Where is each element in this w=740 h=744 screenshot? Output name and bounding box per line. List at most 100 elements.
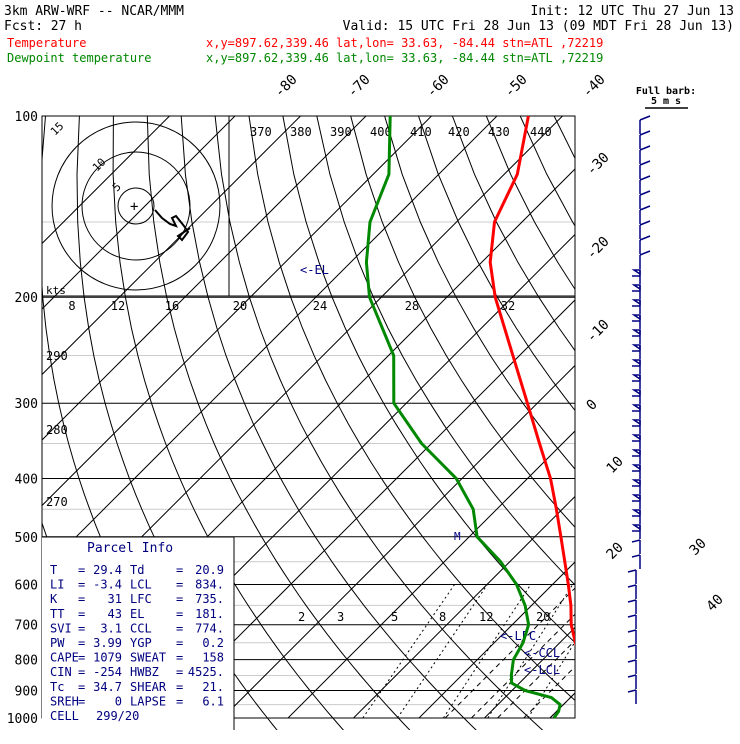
parcel-info-key: LAPSE bbox=[130, 694, 166, 708]
wind-barb bbox=[634, 495, 640, 499]
level-label: <-LFC bbox=[500, 629, 536, 643]
theta-label: 410 bbox=[410, 125, 432, 139]
dry-adiabat-line bbox=[554, 116, 740, 731]
hodograph-speed-label: 12 bbox=[111, 299, 125, 313]
parcel-info-key: CIN bbox=[50, 665, 72, 679]
dry-adiabat-line bbox=[656, 116, 740, 731]
parcel-info-title: Parcel Info bbox=[87, 541, 173, 556]
hodograph-ring-label: 10 bbox=[90, 156, 109, 175]
hodograph-speed-label: 16 bbox=[165, 299, 179, 313]
parcel-info-eq: = bbox=[176, 592, 183, 606]
parcel-info-eq: = bbox=[176, 680, 183, 694]
parcel-info-value: 29.4 bbox=[93, 563, 122, 577]
parcel-info-eq: = bbox=[78, 607, 85, 621]
parcel-info-eq: = bbox=[78, 680, 85, 694]
wind-barb bbox=[628, 570, 636, 572]
parcel-info-key: LCL bbox=[130, 578, 152, 592]
theta-label: 270 bbox=[46, 495, 68, 509]
wind-barb bbox=[628, 585, 636, 587]
parcel-info-eq: = bbox=[176, 694, 183, 708]
parcel-info-value: 299/20 bbox=[96, 709, 139, 723]
theta-label: 430 bbox=[488, 125, 510, 139]
parcel-info-key: CCL bbox=[130, 621, 152, 635]
init-time: Init: 12 UTC Thu 27 Jun 13 bbox=[531, 4, 735, 19]
parcel-info-key: SWEAT bbox=[130, 651, 166, 665]
wind-barb bbox=[640, 251, 650, 255]
moist-adiabat-line bbox=[445, 297, 740, 718]
parcel-info-eq: = bbox=[176, 665, 183, 679]
wind-barb bbox=[634, 480, 640, 484]
dry-adiabat-line bbox=[419, 116, 740, 731]
parcel-info-key: SVI bbox=[50, 621, 72, 635]
hodograph-speed-label: 24 bbox=[313, 299, 327, 313]
valid-time: Valid: 15 UTC Fri 28 Jun 13 (09 MDT Fri … bbox=[343, 19, 734, 34]
mixing-ratio-label: 12 bbox=[479, 610, 493, 624]
moist-adiabat-line bbox=[602, 297, 740, 718]
wind-barb bbox=[634, 450, 640, 454]
fcst-label: Fcst: bbox=[4, 19, 43, 34]
isotherm-line bbox=[681, 116, 740, 718]
isotherm-label: 30 bbox=[687, 536, 710, 559]
pressure-tick-label: 300 bbox=[15, 397, 38, 412]
wind-barb bbox=[628, 615, 636, 617]
wind-barb bbox=[640, 176, 650, 180]
pressure-tick-label: 800 bbox=[15, 654, 38, 669]
wind-barb bbox=[634, 330, 640, 334]
dewpoint-legend: Dewpoint temperature bbox=[7, 51, 152, 65]
wind-barb bbox=[634, 525, 640, 529]
wind-barb bbox=[634, 300, 640, 304]
dewpoint-location: x,y=897.62,339.46 lat,lon= 33.63, -84.44… bbox=[206, 51, 603, 65]
model-title: 3km ARW-WRF -- NCAR/MMM bbox=[4, 4, 184, 19]
parcel-info-value: 31 bbox=[108, 592, 122, 606]
parcel-info-eq: = bbox=[176, 636, 183, 650]
wind-barb bbox=[634, 390, 640, 394]
pressure-tick-label: 400 bbox=[15, 472, 38, 487]
wind-barb bbox=[640, 191, 650, 195]
wind-barb bbox=[634, 435, 640, 439]
parcel-info-key: PW bbox=[50, 636, 65, 650]
wind-barb bbox=[640, 146, 650, 150]
hodograph-units: kts bbox=[46, 284, 66, 297]
parcel-info-eq: = bbox=[78, 578, 85, 592]
parcel-info-value: 181. bbox=[195, 607, 224, 621]
isotherm-line bbox=[419, 116, 740, 718]
pressure-tick-label: 600 bbox=[15, 578, 38, 593]
pressure-tick-label: 900 bbox=[15, 684, 38, 699]
parcel-info-value: 34.7 bbox=[93, 680, 122, 694]
isotherm-line bbox=[157, 116, 740, 718]
parcel-info-value: 0 bbox=[115, 694, 122, 708]
fcst-value: 27 h bbox=[51, 19, 82, 34]
isotherm-line bbox=[550, 116, 740, 718]
pressure-tick-label: 500 bbox=[15, 531, 38, 546]
hodograph-speed-label: 32 bbox=[501, 299, 515, 313]
theta-label: 370 bbox=[250, 125, 272, 139]
parcel-info-eq: = bbox=[78, 592, 85, 606]
isotherm-line bbox=[616, 116, 740, 718]
pressure-tick-label: 1000 bbox=[7, 712, 38, 727]
hodograph-speed-label: 28 bbox=[405, 299, 419, 313]
isotherm-label: -60 bbox=[424, 72, 453, 101]
wind-barb bbox=[634, 345, 640, 349]
parcel-info-eq: = bbox=[78, 621, 85, 635]
parcel-info-eq: = bbox=[176, 607, 183, 621]
wind-barb bbox=[634, 375, 640, 379]
parcel-info-key: CELL bbox=[50, 709, 79, 723]
wind-barb bbox=[640, 236, 650, 240]
dry-adiabat-line bbox=[690, 116, 740, 731]
parcel-info-value: 21. bbox=[202, 680, 224, 694]
hodograph-ring-label: 5 bbox=[110, 180, 124, 194]
parcel-info-key: HWBZ bbox=[130, 665, 159, 679]
parcel-info-eq: = bbox=[176, 578, 183, 592]
wind-barb bbox=[640, 131, 650, 135]
hodograph-center-icon: + bbox=[130, 199, 138, 215]
temperature-location: x,y=897.62,339.46 lat,lon= 33.63, -84.44… bbox=[206, 36, 603, 50]
wind-barb bbox=[628, 690, 636, 692]
hodograph-ring-label: 15 bbox=[48, 120, 67, 139]
parcel-info-value: 43 bbox=[108, 607, 122, 621]
isotherm-line bbox=[354, 116, 740, 718]
wind-barb bbox=[634, 465, 640, 469]
mixing-ratio-label: 20 bbox=[536, 610, 550, 624]
parcel-info-eq: = bbox=[78, 694, 85, 708]
parcel-info-eq: = bbox=[78, 651, 85, 665]
wind-barb bbox=[628, 675, 636, 677]
